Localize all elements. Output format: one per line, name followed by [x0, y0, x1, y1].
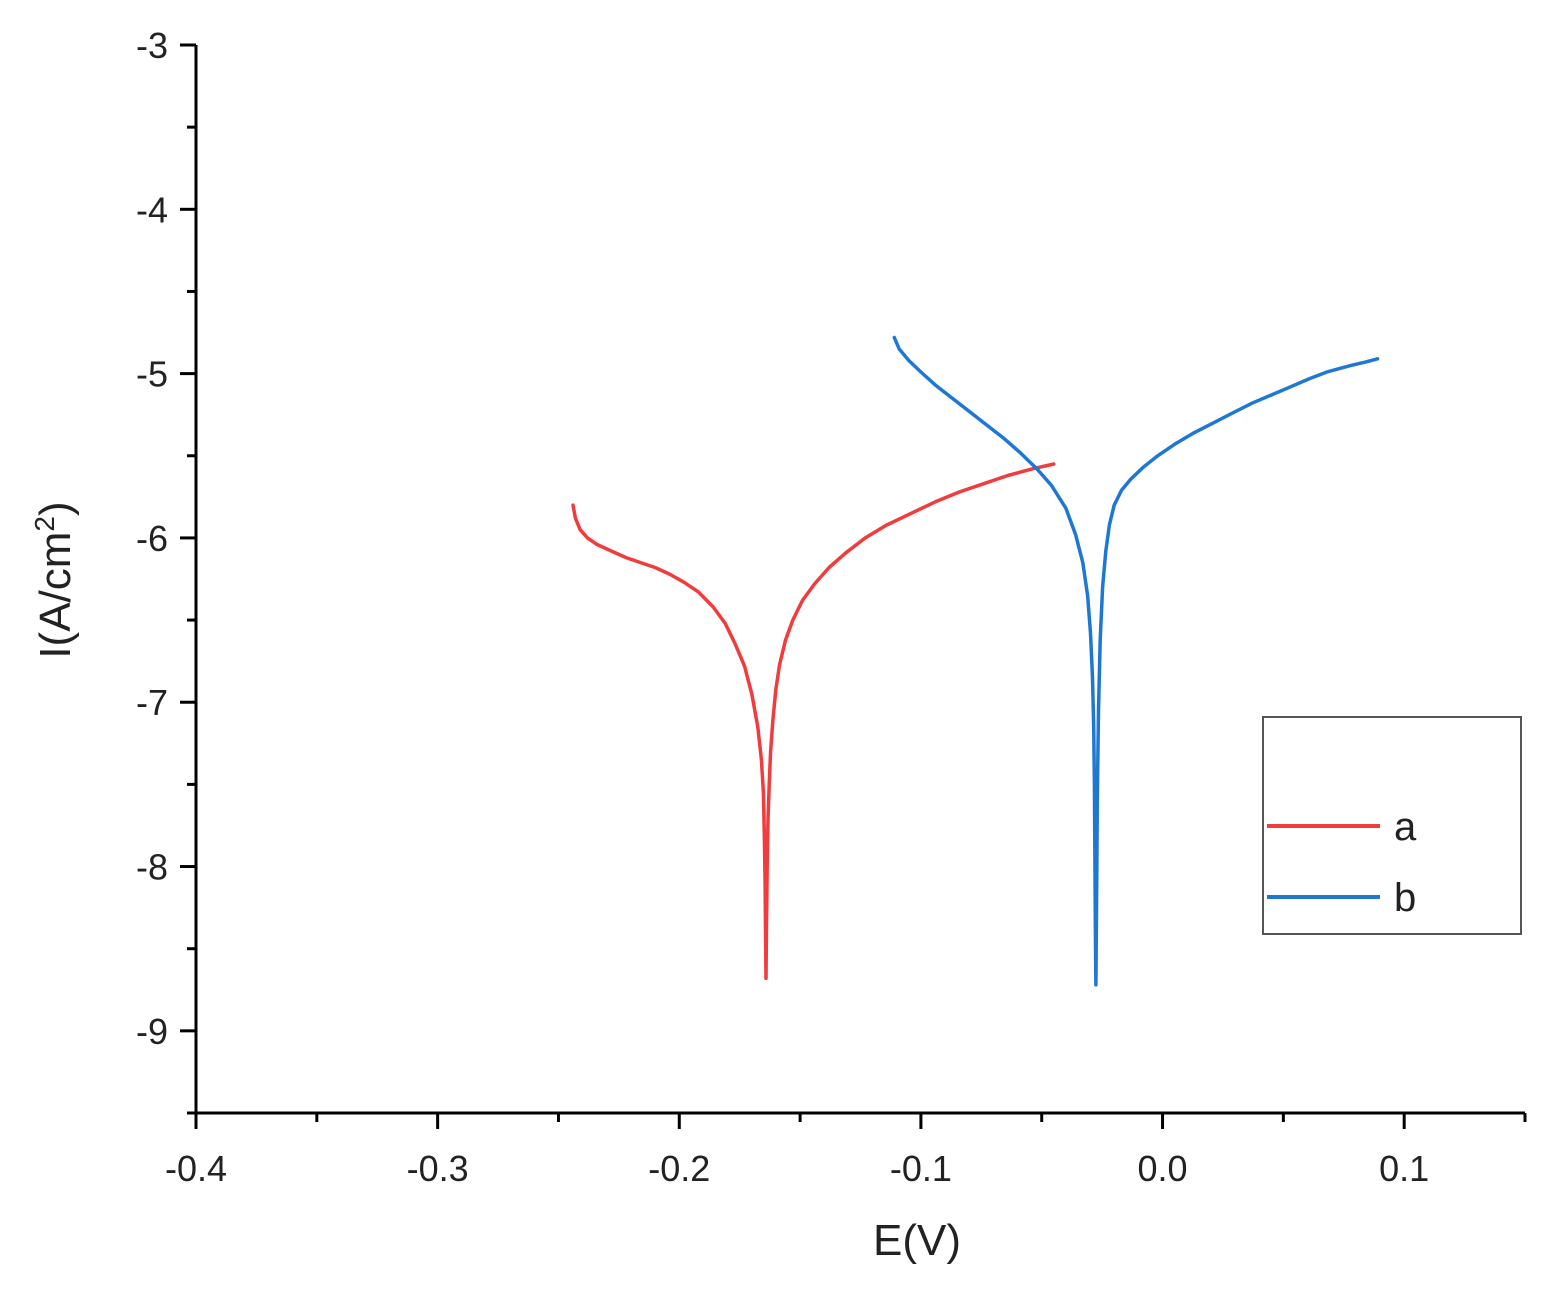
- x-axis-label: E(V): [873, 1216, 961, 1265]
- x-tick-label: -0.4: [165, 1148, 227, 1189]
- y-axis-label-close: ): [31, 501, 80, 516]
- ticks: -0.4 -0.3 -0.2 -0.1 0.0 0.1 -9 -8 -7 -6 -5 -4 -3: [136, 25, 1527, 1189]
- legend-label-b: b: [1394, 876, 1416, 920]
- y-tick-label: -8: [136, 847, 168, 888]
- y-tick-label: -4: [136, 189, 168, 230]
- y-axis-label-superscript: 2: [29, 516, 60, 532]
- x-tick-label: -0.3: [407, 1148, 469, 1189]
- x-tick-label: -0.1: [890, 1148, 952, 1189]
- legend-label-a: a: [1394, 805, 1417, 849]
- y-tick-label: -9: [136, 1011, 168, 1052]
- y-tick-label: -7: [136, 682, 168, 723]
- series-layer: [571, 335, 1380, 987]
- series-line-b: [892, 335, 1380, 987]
- axes: [194, 45, 1525, 1115]
- legend: ab: [1262, 716, 1522, 935]
- x-tick-label: 0.1: [1379, 1148, 1429, 1189]
- y-tick-label: -3: [136, 25, 168, 66]
- x-tick-label: -0.2: [648, 1148, 710, 1189]
- y-tick-label: -5: [136, 354, 168, 395]
- y-axis-label: I(A/cm2): [29, 501, 80, 658]
- series-line-a: [571, 462, 1056, 981]
- x-tick-label: 0.0: [1138, 1148, 1188, 1189]
- y-axis-label-main: I(A/cm: [31, 532, 80, 659]
- y-tick-label: -6: [136, 518, 168, 559]
